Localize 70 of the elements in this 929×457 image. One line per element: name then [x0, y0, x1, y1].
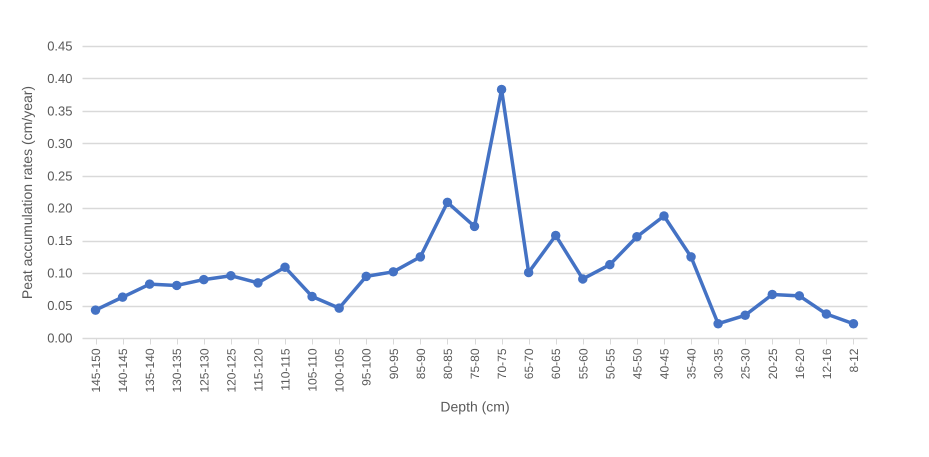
point: [740, 310, 750, 320]
point: [848, 318, 858, 328]
point: [388, 267, 398, 277]
point: [822, 309, 832, 319]
y-tick-label: 0.30: [47, 136, 72, 151]
point: [280, 262, 290, 272]
y-tick-label: 0.45: [47, 38, 72, 54]
point: [199, 274, 209, 284]
point: [496, 84, 506, 94]
point: [605, 260, 615, 270]
x-tick-label: 55-60: [576, 348, 590, 380]
y-tick-label: 0.10: [47, 266, 72, 281]
x-tick-label: 50-55: [603, 348, 618, 380]
x-tick-label: 100-105: [332, 348, 347, 393]
x-tick-label: 80-85: [440, 348, 455, 380]
point: [307, 292, 317, 302]
point: [226, 270, 236, 280]
x-tick-label: 40-45: [657, 348, 672, 380]
x-tick-label: 85-90: [414, 348, 428, 380]
x-tick-label: 130-135: [170, 348, 184, 393]
point: [416, 252, 426, 262]
point: [713, 318, 723, 328]
x-tick-label: 90-95: [386, 348, 401, 380]
y-tick-label: 0.15: [47, 233, 72, 248]
x-tick-label: 75-80: [468, 348, 482, 380]
point: [524, 268, 534, 278]
point: [686, 252, 696, 262]
x-tick-label: 35-40: [684, 348, 699, 380]
x-tick-label: 115-120: [251, 348, 266, 392]
x-tick-label: 20-25: [766, 348, 780, 380]
y-tick-label: 0.20: [47, 200, 72, 216]
point: [172, 280, 182, 290]
x-tick-label: 16-20: [792, 348, 807, 380]
x-tick-label: 25-30: [738, 348, 753, 380]
y-tick-label: 0.05: [47, 298, 72, 314]
y-tick-label: 0.35: [47, 103, 72, 118]
point: [768, 290, 777, 300]
y-tick-label: 0.00: [47, 330, 72, 346]
x-tick-label: 105-110: [306, 348, 320, 392]
x-tick-label: 125-130: [197, 348, 212, 393]
y-axis-title: Peat accumulation rates (cm/year): [19, 86, 36, 300]
x-tick-label: 12-16: [820, 348, 834, 380]
point: [90, 305, 100, 315]
x-tick-label: 45-50: [630, 348, 644, 380]
x-tick-label: 120-125: [224, 348, 238, 393]
x-tick-label: 135-140: [143, 348, 158, 393]
point: [361, 272, 371, 282]
x-tick-label: 145-150: [89, 348, 104, 393]
x-tick-label: 30-35: [712, 348, 726, 380]
x-tick-label: 140-145: [116, 348, 130, 393]
point: [118, 292, 128, 302]
x-axis-title: Depth (cm): [440, 398, 510, 415]
point: [253, 278, 263, 288]
x-tick-label: 95-100: [360, 348, 374, 386]
point: [144, 279, 154, 289]
point: [578, 274, 588, 284]
x-tick-label: 110-115: [278, 348, 293, 391]
point: [442, 198, 452, 208]
y-tick-label: 0.40: [47, 70, 72, 86]
point: [659, 211, 669, 221]
x-tick-label: 60-65: [549, 348, 564, 380]
point: [470, 222, 480, 232]
point: [334, 303, 344, 313]
x-tick-label: 8-12: [846, 348, 861, 373]
x-tick-label: 65-70: [522, 348, 536, 380]
point: [550, 230, 560, 240]
y-tick-label: 0.25: [47, 168, 72, 184]
x-tick-label: 70-75: [495, 348, 510, 380]
point: [632, 232, 642, 242]
point: [794, 291, 804, 301]
